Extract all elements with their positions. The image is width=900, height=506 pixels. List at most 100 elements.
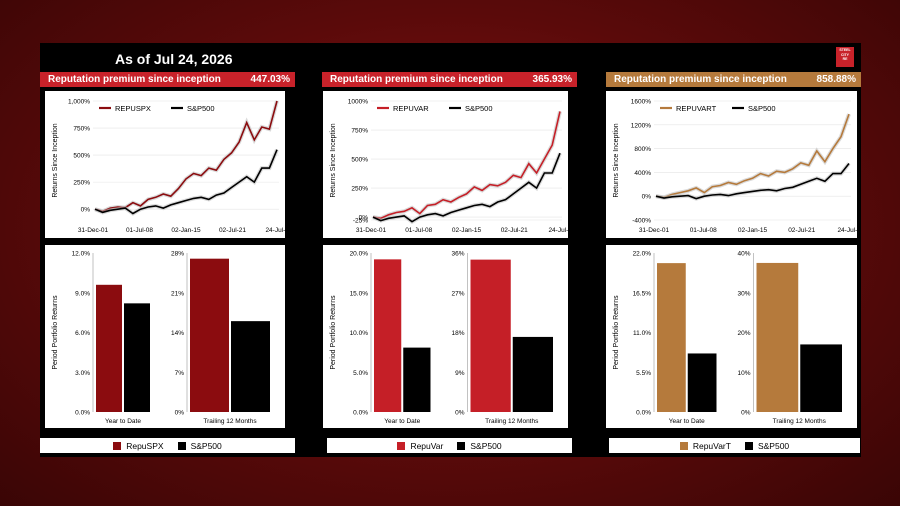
bar-sp500-ytd: [124, 303, 150, 412]
y-tick-label: 7%: [175, 370, 185, 377]
series-line-sp500: [94, 149, 278, 215]
legend-label: S&P500: [748, 104, 776, 113]
legend-label: REPUVAR: [393, 104, 429, 113]
bar-repuvar-ytd: [374, 259, 402, 412]
y-tick-label: -25%: [353, 218, 368, 225]
line-panel-repuvar: -25% 0% 250% 500% 750% 1000% 31-Dec-01 01-Jul-0…: [323, 91, 576, 238]
x-tick-label: 02-Jul-21: [501, 227, 528, 234]
y-tick-label: 36%: [451, 251, 464, 258]
series-line-repuvar: [372, 111, 561, 220]
legend-item-index: S&P500: [744, 441, 789, 451]
y-tick-label: 12.0%: [72, 251, 91, 258]
y-tick-label: 28%: [171, 251, 184, 258]
bar-chart-repuvar: Period Portfolio Returns 0.0% 5.0% 10.0% 15.…: [330, 251, 553, 425]
y-tick-label: 800%: [634, 146, 651, 153]
premium-banner-label: Reputation premium since inception: [48, 74, 221, 85]
legend-item-fund: RepuSPX: [113, 441, 164, 451]
series-shadow: [94, 100, 279, 214]
legend-label: REPUVART: [676, 104, 717, 113]
y-tick-label: 10.0%: [350, 330, 369, 337]
y-tick-label: 0%: [81, 207, 91, 214]
y-tick-label: 1000%: [348, 99, 368, 106]
steel-city-re-logo: STEEL CITY RE: [836, 47, 854, 67]
y-tick-label: 3.0%: [75, 370, 90, 377]
bar-repuvart-ttm: [756, 262, 799, 412]
legend-label: S&P500: [187, 104, 215, 113]
y-axis-label: Returns Since Inception: [613, 123, 620, 197]
y-tick-label: 0%: [741, 410, 751, 417]
y-tick-label: 6.0%: [75, 330, 90, 337]
y-tick-label: 5.5%: [636, 370, 651, 377]
y-tick-label: 400%: [634, 170, 651, 177]
y-tick-label: 250%: [73, 180, 90, 187]
x-tick-label: 01-Jul-08: [126, 227, 153, 234]
y-tick-label: 0%: [359, 215, 369, 222]
series-line-repuvart: [655, 113, 850, 199]
y-tick-label: 10%: [737, 370, 750, 377]
y-axis-label: Period Portfolio Returns: [52, 295, 59, 370]
bar-sp500-ttm: [800, 344, 842, 412]
x-tick-label: 01-Jul-08: [690, 227, 717, 234]
bar-panel-repuvart: Period Portfolio Returns 0.0% 5.5% 11.0% 16.…: [606, 245, 857, 428]
series-line-repuspx: [94, 100, 278, 213]
y-tick-label: 1200%: [631, 122, 651, 129]
legend-label: REPUSPX: [115, 104, 151, 113]
bar-repuvar-ttm: [470, 259, 511, 412]
y-axis-label: Returns Since Inception: [330, 123, 337, 197]
y-tick-label: 250%: [351, 186, 368, 193]
bar-repuvart-ytd: [657, 263, 686, 412]
x-tick-label: 02-Jul-21: [788, 227, 815, 234]
as-of-date-title: As of Jul 24, 2026: [115, 51, 233, 67]
y-tick-label: -400%: [632, 218, 651, 225]
bar-panel-repuvar: Period Portfolio Returns 0.0% 5.0% 10.0% 15.…: [323, 245, 568, 428]
series-shadow: [372, 110, 562, 221]
legend-item-fund: RepuVarT: [679, 441, 731, 451]
x-tick-label: 02-Jan-15: [738, 227, 768, 234]
y-tick-label: 30%: [737, 290, 750, 297]
legend-bar-repuvar: RepuVar S&P500: [327, 438, 572, 453]
y-axis-label: Period Portfolio Returns: [613, 295, 620, 370]
y-tick-label: 22.0%: [633, 251, 652, 258]
legend-item-index: S&P500: [457, 441, 502, 451]
y-tick-label: 0.0%: [353, 410, 368, 417]
y-tick-label: 9.0%: [75, 290, 90, 297]
line-chart-repuspx: 0% 250% 500% 750% 1,000% 31-Dec-01 01-Jul-08 02…: [52, 99, 293, 235]
dashboard-slide: As of Jul 24, 2026 STEEL CITY RE Reputatio…: [40, 43, 865, 457]
x-tick-label: 31-Dec-01: [356, 227, 387, 234]
legend-bar-repuvart: RepuVarT S&P500: [609, 438, 860, 453]
premium-banner-value: 858.88%: [816, 74, 856, 85]
y-tick-label: 40%: [737, 251, 750, 258]
y-tick-label: 0.0%: [75, 410, 90, 417]
y-tick-label: 21%: [171, 290, 184, 297]
x-category-label: Trailing 12 Months: [773, 418, 827, 425]
series-line-sp500: [372, 152, 561, 223]
x-category-label: Year to Date: [105, 418, 141, 425]
bar-chart-repuvart: Period Portfolio Returns 0.0% 5.5% 11.0% 16.…: [613, 251, 842, 425]
x-category-label: Trailing 12 Months: [485, 418, 539, 425]
line-chart-repuvart: -400% 0% 400% 800% 1200% 1600% 31-Dec-01 01-Jul…: [613, 99, 865, 235]
y-tick-label: 750%: [351, 128, 368, 135]
premium-banner-repuspx: Reputation premium since inception 447.0…: [40, 72, 295, 87]
x-category-label: Trailing 12 Months: [203, 418, 257, 425]
bar-sp500-ytd: [687, 353, 717, 412]
y-tick-label: 750%: [73, 126, 90, 133]
x-tick-label: 31-Dec-01: [78, 227, 109, 234]
y-tick-label: 14%: [171, 330, 184, 337]
y-tick-label: 20%: [737, 330, 750, 337]
y-tick-label: 1,000%: [68, 99, 90, 106]
line-panel-repuvart: -400% 0% 400% 800% 1200% 1600% 31-Dec-01 01-Jul…: [606, 91, 865, 238]
y-tick-label: 15.0%: [350, 290, 369, 297]
x-category-label: Year to Date: [384, 418, 420, 425]
y-tick-label: 1600%: [631, 99, 651, 106]
y-tick-label: 20.0%: [350, 251, 369, 258]
y-tick-label: 0.0%: [636, 410, 651, 417]
x-tick-label: 02-Jan-15: [171, 227, 201, 234]
x-category-label: Year to Date: [669, 418, 705, 425]
x-tick-label: 31-Dec-01: [639, 227, 670, 234]
y-tick-label: 5.0%: [353, 370, 368, 377]
premium-banner-repuvart: Reputation premium since inception 858.8…: [606, 72, 861, 87]
y-tick-label: 9%: [455, 370, 465, 377]
x-tick-label: 24-Jul-26: [548, 227, 568, 234]
premium-banner-value: 365.93%: [532, 74, 572, 85]
line-chart-repuvar: -25%0% 250% 500% 750% 1000% 31-Dec-01 01-Jul-0…: [330, 99, 576, 235]
